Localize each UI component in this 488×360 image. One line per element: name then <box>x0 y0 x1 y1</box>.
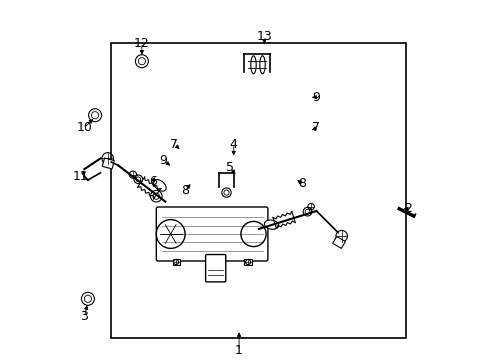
Bar <box>111 43 406 338</box>
Text: 6: 6 <box>148 175 156 188</box>
Text: 2: 2 <box>404 202 411 215</box>
Ellipse shape <box>153 180 166 191</box>
Text: 8: 8 <box>181 184 189 197</box>
FancyBboxPatch shape <box>156 207 267 261</box>
Text: 7: 7 <box>170 138 178 150</box>
Text: 12: 12 <box>134 37 149 50</box>
Text: 9: 9 <box>159 154 167 167</box>
Text: 1: 1 <box>235 345 243 357</box>
Text: 9: 9 <box>312 91 320 104</box>
Bar <box>332 237 345 248</box>
Ellipse shape <box>259 56 264 74</box>
Text: 13: 13 <box>256 30 272 42</box>
Circle shape <box>156 220 185 248</box>
Text: 3: 3 <box>80 310 88 323</box>
Bar <box>102 158 114 169</box>
Text: 10: 10 <box>76 121 92 134</box>
Text: 8: 8 <box>298 177 305 190</box>
FancyBboxPatch shape <box>205 255 225 282</box>
Ellipse shape <box>250 56 256 74</box>
Bar <box>172 259 179 265</box>
Text: 4: 4 <box>229 138 237 150</box>
Text: 5: 5 <box>225 161 234 174</box>
Bar <box>244 259 251 265</box>
Ellipse shape <box>264 220 278 229</box>
Text: 7: 7 <box>312 121 320 134</box>
Text: 11: 11 <box>73 170 88 183</box>
Circle shape <box>241 221 265 247</box>
